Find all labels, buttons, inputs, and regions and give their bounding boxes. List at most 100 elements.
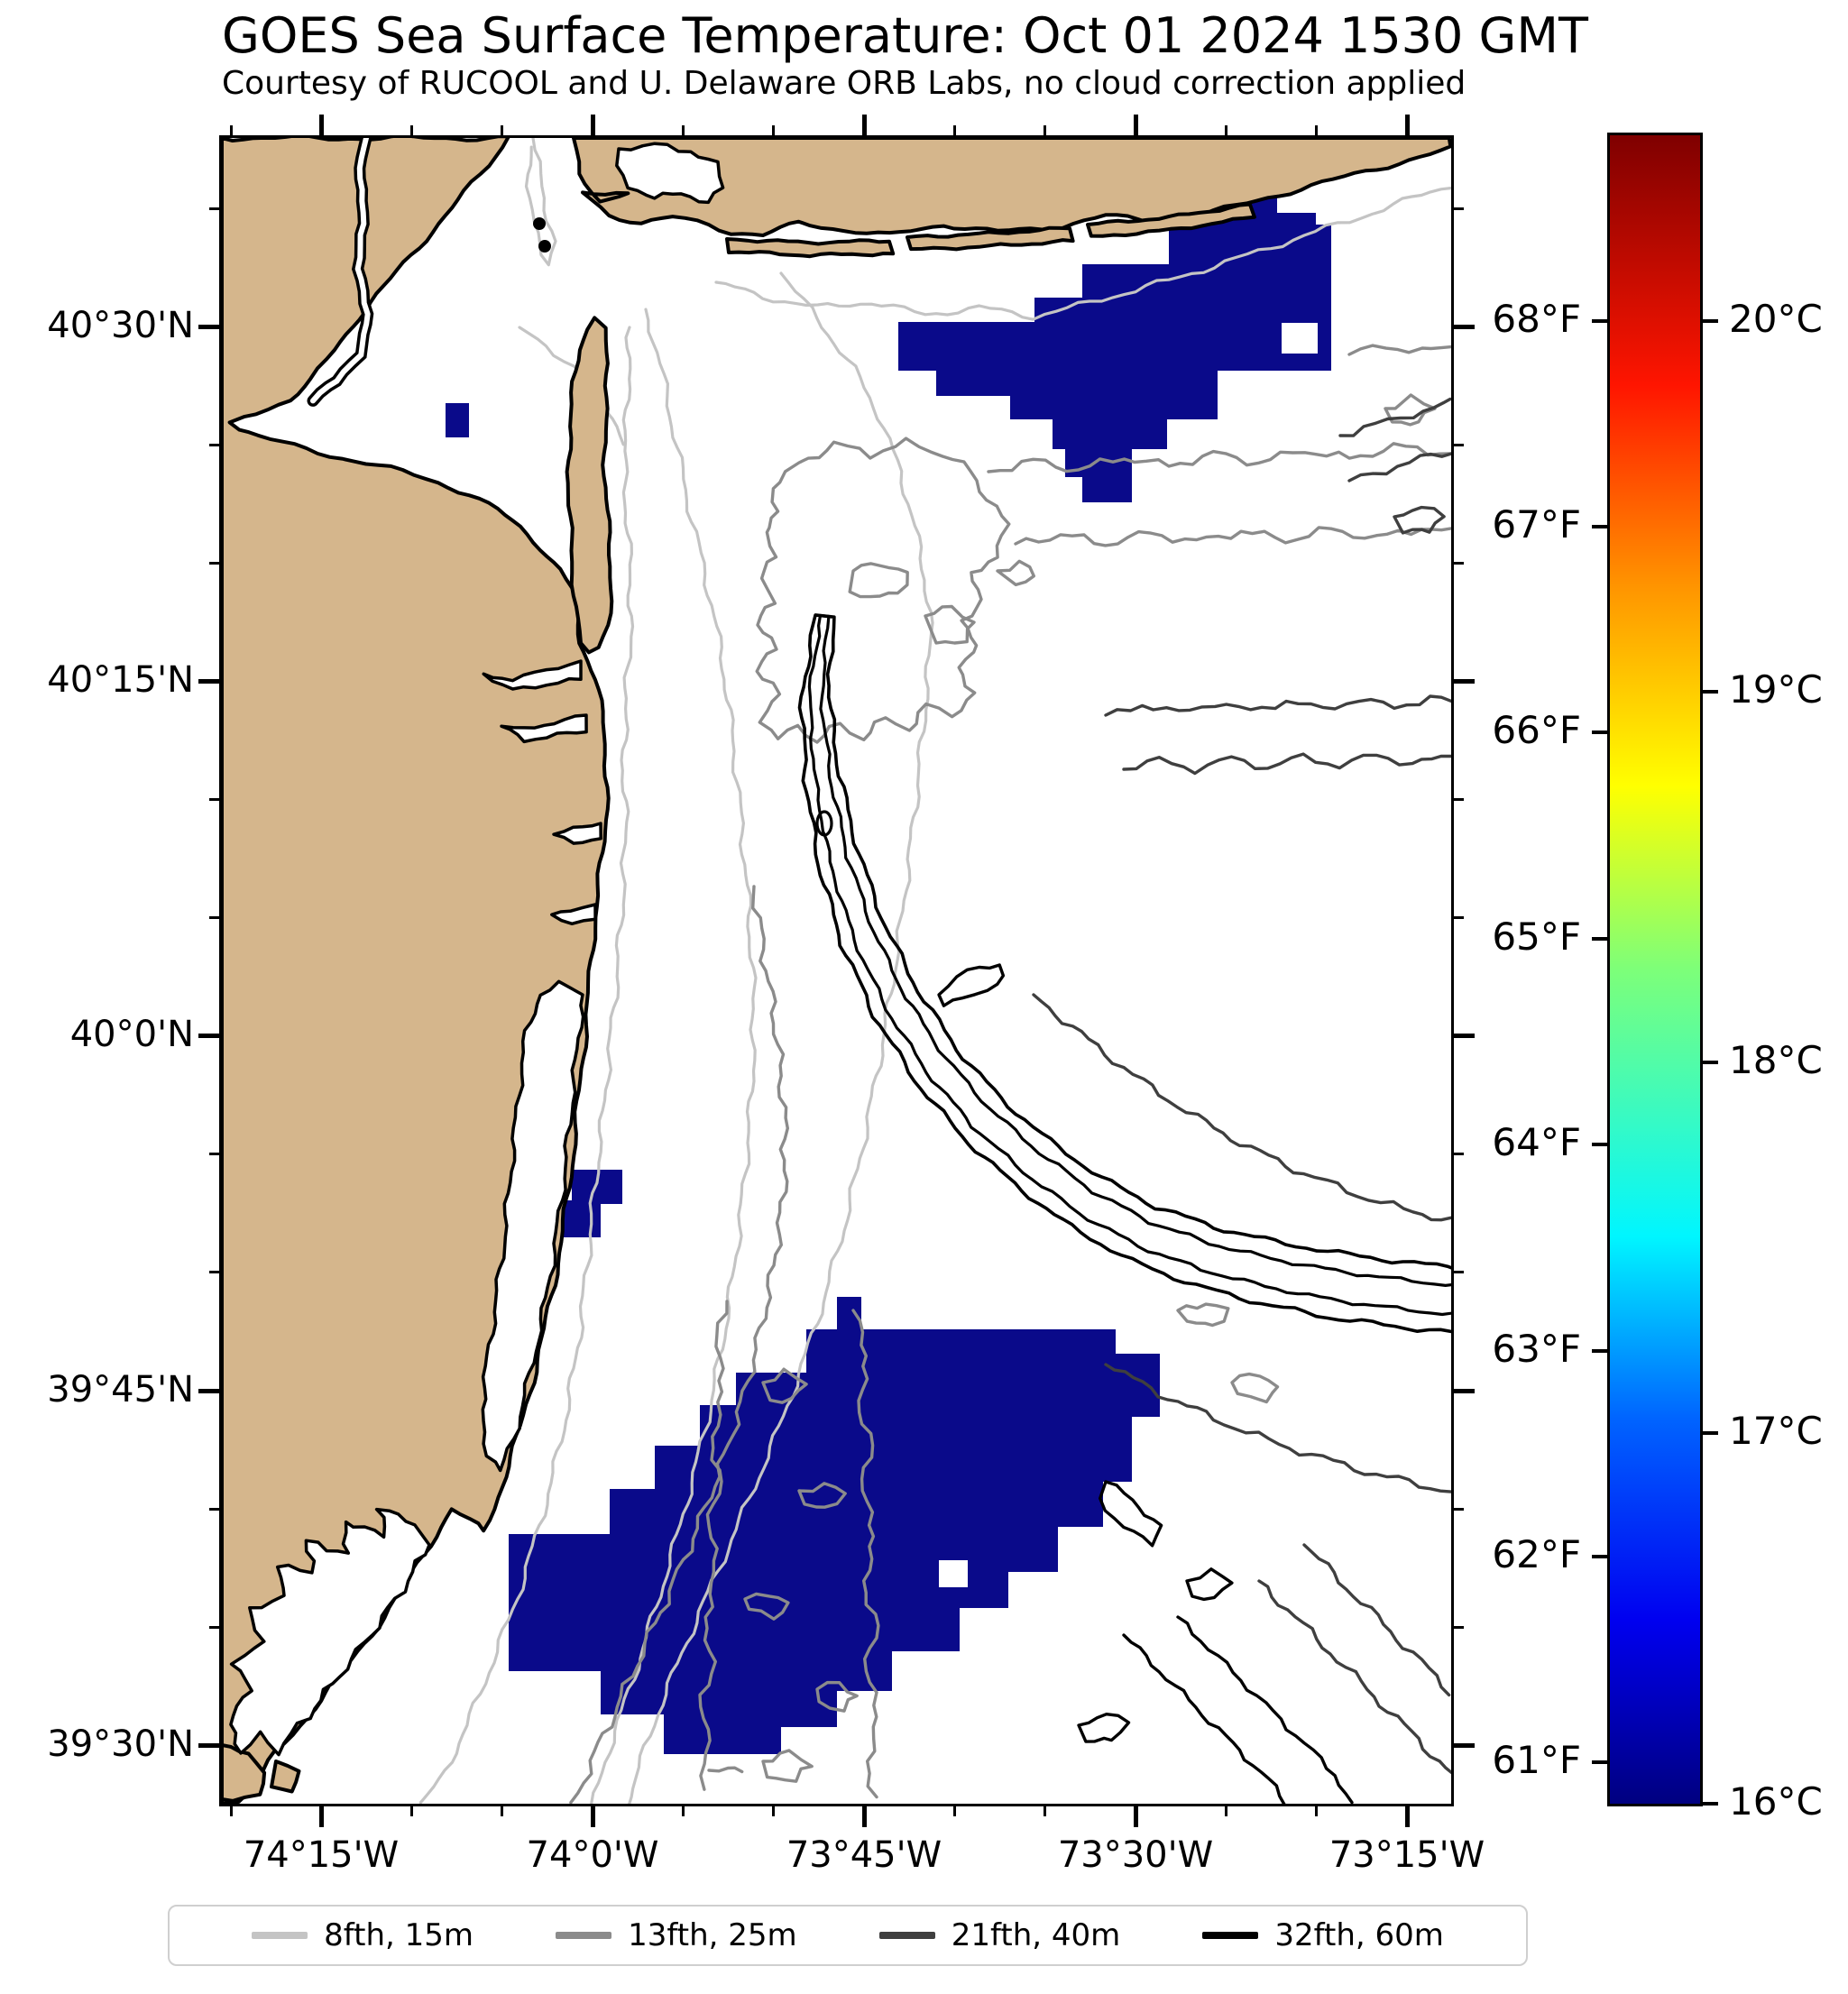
- contour-25m-mid-shelf-line: [569, 885, 789, 1804]
- legend-item-2: 13fth, 25m: [556, 1917, 797, 1953]
- y-minor-tick-right: [1451, 1152, 1464, 1155]
- contour-40m-se-corner-diag-2: [1302, 1543, 1451, 1697]
- colorbar-f-label: 61°F: [1492, 1738, 1581, 1783]
- y-major-tick-right: [1451, 324, 1475, 329]
- figure-title: GOES Sea Surface Temperature: Oct 01 202…: [222, 7, 1588, 64]
- y-tick-label: 40°0'N: [69, 1014, 194, 1055]
- x-minor-tick-top: [952, 125, 956, 138]
- map-panel: [222, 138, 1451, 1804]
- y-minor-tick-right: [1451, 1625, 1464, 1629]
- colorbar-f-label: 63°F: [1492, 1326, 1581, 1371]
- colorbar-f-tick: [1592, 731, 1610, 735]
- colorbar-f-tick: [1592, 1760, 1610, 1765]
- colorbar-f-label: 62°F: [1492, 1531, 1581, 1576]
- y-minor-tick: [209, 443, 222, 446]
- y-major-tick-right: [1451, 1388, 1475, 1393]
- y-tick-label: 39°30'N: [47, 1723, 194, 1765]
- contour-40m-ne-squiggle-2: [1347, 452, 1451, 482]
- x-major-tick: [590, 1804, 595, 1827]
- colorbar-f-label: 68°F: [1492, 296, 1581, 341]
- colorbar-c-label: 20°C: [1729, 296, 1823, 341]
- contour-60m-se-black-blob-1: [1077, 1713, 1131, 1743]
- contour-25m-maze-blob-3: [996, 559, 1035, 587]
- y-minor-tick: [209, 1152, 222, 1155]
- x-minor-tick-top: [771, 125, 775, 138]
- y-minor-tick-right: [1451, 1270, 1464, 1273]
- x-major-tick: [1133, 1804, 1138, 1827]
- contour-25m-east-line-2: [1014, 526, 1451, 547]
- sst-cold-patch-raritan-bay-cell: [446, 403, 469, 437]
- legend-label: 13fth, 25m: [628, 1917, 797, 1953]
- y-major-tick: [198, 324, 222, 329]
- contour-25m-maze-blob-2: [924, 604, 976, 645]
- y-minor-tick: [209, 561, 222, 565]
- y-major-tick: [198, 1742, 222, 1748]
- y-minor-tick-right: [1451, 915, 1464, 919]
- colorbar-f-label: 65°F: [1492, 914, 1581, 959]
- contour-25m-right-mid-blob-1: [1176, 1302, 1230, 1328]
- contour-25m-maze-blob-1: [848, 562, 909, 599]
- contour-25m-south-bits-1: [761, 1749, 814, 1783]
- contour-60m-se-black-blob-3: [1099, 1480, 1163, 1548]
- x-minor-tick-top: [1043, 125, 1046, 138]
- x-major-tick: [1404, 1804, 1410, 1827]
- contour-25m-valley-head-maze: [755, 436, 1011, 744]
- sst-cold-patch-south-cluster: [509, 1297, 1160, 1754]
- colorbar-f-tick: [1592, 1348, 1610, 1353]
- colorbar-f-tick: [1592, 1143, 1610, 1147]
- contour-40m-east-mid-line-1: [1104, 694, 1451, 717]
- x-tick-label: 73°30'W: [1057, 1834, 1214, 1876]
- colorbar-f-tick: [1592, 1554, 1610, 1558]
- land-li-barrier-2: [906, 225, 1075, 252]
- x-minor-tick: [681, 1804, 685, 1816]
- contour-60m-shelf-valley-dot: [815, 810, 833, 837]
- x-major-tick: [861, 1804, 867, 1827]
- x-minor-tick-top: [681, 125, 685, 138]
- contour-60m-valley-side-blob: [937, 963, 1006, 1007]
- x-major-tick-top: [861, 115, 867, 138]
- x-minor-tick-top: [409, 125, 413, 138]
- y-minor-tick-right: [1451, 1507, 1464, 1511]
- x-major-tick-top: [590, 115, 595, 138]
- x-major-tick: [318, 1804, 324, 1827]
- land-li-barrier-1: [725, 237, 896, 259]
- contour-15m-harbor-channel-shoal: [524, 138, 557, 267]
- contour-40m-valley-se-flank: [1104, 1363, 1451, 1493]
- contour-25m-ne-corner-line: [1347, 344, 1451, 356]
- y-minor-tick: [209, 207, 222, 210]
- colorbar-c-tick: [1700, 689, 1718, 694]
- legend-item-1: 8fth, 15m: [252, 1917, 473, 1953]
- y-tick-label: 40°15'N: [47, 659, 194, 701]
- bay-barnegat-bay: [481, 979, 585, 1473]
- colorbar-c-label: 18°C: [1729, 1037, 1823, 1082]
- y-minor-tick-right: [1451, 797, 1464, 801]
- x-minor-tick: [771, 1804, 775, 1816]
- y-major-tick-right: [1451, 678, 1475, 684]
- y-minor-tick: [209, 1270, 222, 1273]
- contour-40m-ne-squiggle-1: [1338, 397, 1451, 437]
- legend-label: 8fth, 15m: [324, 1917, 473, 1953]
- contour-60m-se-black-diag-2: [1176, 1615, 1354, 1804]
- x-minor-tick: [229, 1804, 233, 1816]
- sst-cold-patch-mid-shelf-cells: [547, 1170, 622, 1237]
- y-minor-tick: [209, 915, 222, 919]
- y-minor-tick-right: [1451, 443, 1464, 446]
- sst-hole-ne-cluster-hole: [1282, 323, 1318, 354]
- y-minor-tick: [209, 1625, 222, 1629]
- x-tick-label: 74°0'W: [526, 1834, 659, 1876]
- y-minor-tick-right: [1451, 207, 1464, 210]
- x-minor-tick: [952, 1804, 956, 1816]
- y-major-tick: [198, 678, 222, 684]
- contour-15m-nj-nearshore: [418, 326, 635, 1804]
- colorbar-c-tick: [1700, 1802, 1718, 1806]
- colorbar-c-label: 19°C: [1729, 666, 1823, 712]
- colorbar-c-tick: [1700, 1060, 1718, 1064]
- x-minor-tick: [1314, 1804, 1318, 1816]
- legend-line-swatch: [878, 1932, 935, 1939]
- legend-line-swatch: [1202, 1932, 1259, 1939]
- colorbar-c-tick: [1700, 318, 1718, 323]
- temperature-colorbar: [1607, 133, 1703, 1806]
- bay-manasquan-river: [550, 903, 597, 926]
- land-li-barrier-3: [1086, 202, 1256, 238]
- x-minor-tick: [500, 1804, 503, 1816]
